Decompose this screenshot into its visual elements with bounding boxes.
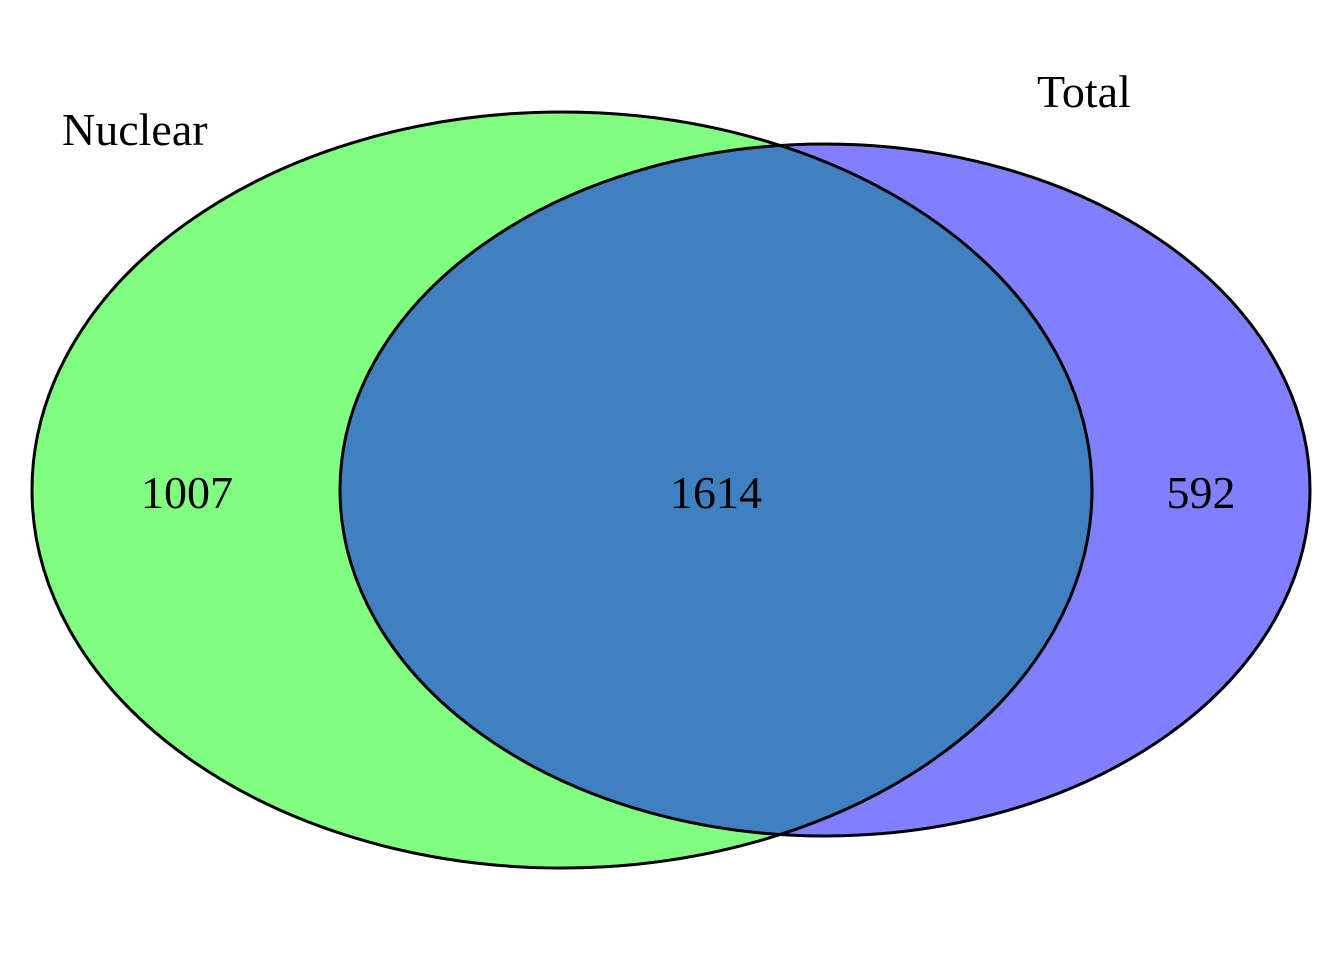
nuclear-set-outline — [30, 110, 1094, 870]
total-set-label: Total — [1037, 66, 1131, 117]
intersection-count: 1614 — [670, 467, 762, 518]
nuclear-set-label: Nuclear — [62, 104, 208, 155]
nuclear-only-count: 1007 — [141, 467, 233, 518]
total-only-count: 592 — [1167, 467, 1236, 518]
total-set-outline — [338, 142, 1312, 838]
